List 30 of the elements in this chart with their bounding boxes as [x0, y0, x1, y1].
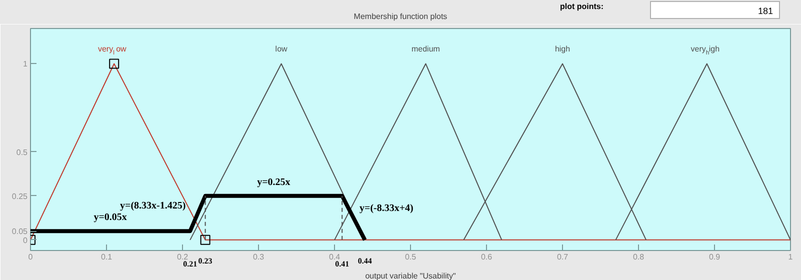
- y-tick-label: 0.05: [12, 227, 28, 236]
- annotation: 0.21: [183, 260, 198, 268]
- chart-title: Membership function plots: [354, 12, 448, 21]
- annotation: y=(8.33x-1.425): [120, 200, 186, 212]
- annotation: 0.23: [198, 256, 212, 266]
- series-label: low: [275, 44, 288, 54]
- annotation: 0.44: [358, 256, 372, 266]
- x-tick-label: 0.3: [252, 252, 265, 262]
- series-label: high: [554, 44, 570, 54]
- annotation: y=(-8.33x+4): [360, 202, 414, 214]
- annotation: y=0.05x: [94, 212, 127, 224]
- series-label: medium: [411, 44, 440, 54]
- x-tick-label: 0.9: [708, 252, 721, 262]
- x-tick-label: 0.6: [480, 252, 493, 262]
- y-tick-label: 1: [23, 60, 28, 69]
- x-axis-title: output variable "Usability": [365, 272, 456, 280]
- x-tick-label: 0.4: [328, 252, 341, 262]
- annotation: 0.41: [335, 260, 350, 268]
- x-tick-label: 0.1: [100, 252, 113, 262]
- x-tick-label: 0.5: [404, 252, 417, 262]
- text: 181: [650, 1, 780, 19]
- annotation: y=0.25x: [257, 176, 290, 188]
- x-tick-label: 1: [788, 252, 794, 262]
- x-tick-label: 0.7: [556, 252, 569, 262]
- y-tick-label: 0: [23, 236, 28, 245]
- y-tick-label: 0.5: [16, 148, 28, 157]
- x-tick-label: 0.8: [632, 252, 645, 262]
- text: plot points:: [560, 2, 604, 11]
- y-tick-label: 0.25: [12, 192, 28, 201]
- x-tick-label: 0.2: [176, 252, 189, 262]
